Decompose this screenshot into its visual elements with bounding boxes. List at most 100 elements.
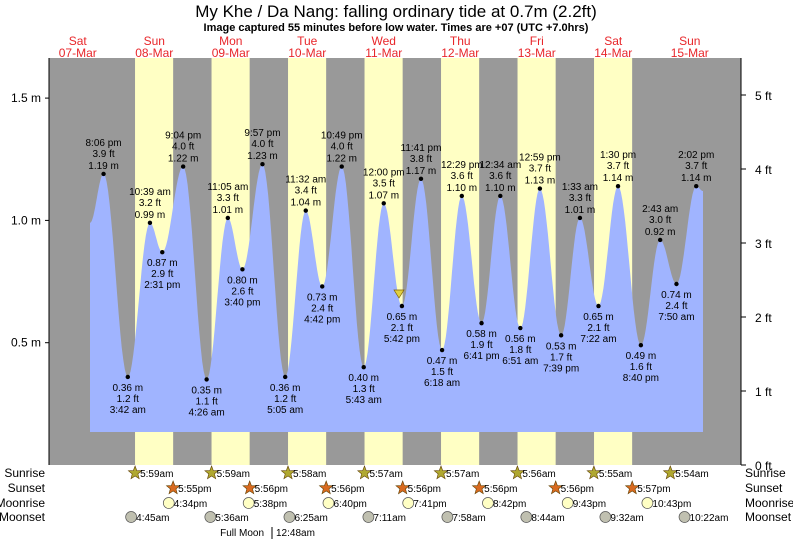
day-date: 15-Mar: [671, 46, 709, 60]
tide-point: [339, 164, 344, 169]
day-date: 08-Mar: [135, 46, 173, 60]
sunset-time: 5:56pm: [561, 484, 594, 495]
tide-label-m: 1.10 m: [447, 183, 478, 194]
tide-label-ft: 2.9 ft: [151, 269, 173, 280]
moonrise-icon: [641, 497, 654, 509]
tide-label-ft: 1.6 ft: [630, 362, 652, 373]
tide-label-m: 0.80 m: [227, 275, 258, 286]
day-labels: Sat07-MarSun08-MarMon09-MarTue10-MarWed1…: [59, 34, 709, 60]
moonrise-time: 10:43pm: [652, 499, 691, 510]
sunrise-time: 5:56am: [522, 469, 555, 480]
tide-points: 8:06 pm3.9 ft1.19 m0.36 m1.2 ft3:42 am10…: [85, 128, 714, 418]
day-name: Tue: [297, 34, 318, 48]
sunset-time: 5:57pm: [637, 484, 670, 495]
tide-point: [225, 215, 231, 221]
tide-label-ft: 2.4 ft: [311, 303, 333, 314]
tide-label-time: 9:57 pm: [244, 128, 280, 139]
tide-point: [596, 303, 601, 309]
moonset-icon: [520, 511, 533, 523]
day-date: 09-Mar: [212, 46, 250, 60]
moonset-time: 6:25am: [294, 513, 327, 524]
sunrise-icon: [356, 465, 372, 480]
moonset-time: 10:22am: [690, 513, 729, 524]
sunrise-icon: [662, 465, 678, 480]
sunrise-icon: [586, 465, 602, 480]
sunrise-time: 5:57am: [446, 469, 479, 480]
tide-label-m: 1.10 m: [485, 183, 516, 194]
tide-point: [577, 215, 583, 221]
tide-label-m: 1.01 m: [565, 205, 596, 216]
tide-label-m: 0.65 m: [583, 312, 614, 323]
row-label-left: Moonrise: [0, 496, 45, 510]
tide-label-m: 0.36 m: [113, 383, 144, 394]
tide-point: [320, 284, 325, 289]
tide-label-time: 5:42 pm: [384, 334, 420, 345]
sunset-time: 5:55pm: [178, 484, 211, 495]
moonset-icon: [441, 511, 454, 523]
tide-point: [283, 374, 288, 380]
tide-label-m: 0.92 m: [645, 227, 676, 238]
tide-label-ft: 3.7 ft: [685, 161, 707, 172]
tide-label-time: 3:42 am: [110, 405, 146, 416]
tide-label-ft: 3.3 ft: [569, 193, 591, 204]
tide-label-ft: 1.8 ft: [509, 345, 531, 356]
tide-label-m: 0.87 m: [147, 258, 178, 269]
tide-label-time: 11:32 am: [285, 175, 326, 186]
day-date: 14-Mar: [594, 46, 632, 60]
row-label-right: Moonrise: [745, 496, 793, 510]
day-name: Sun: [679, 34, 700, 48]
sunset-time: 5:56pm: [255, 484, 288, 495]
moonset-time: 9:32am: [610, 513, 643, 524]
tide-label-ft: 1.5 ft: [431, 367, 453, 378]
tide-label-m: 1.01 m: [213, 205, 244, 216]
tide-label-m: 1.22 m: [168, 154, 199, 165]
moonset-time: 8:44am: [531, 513, 564, 524]
tide-point: [459, 193, 464, 199]
sunrise-time: 5:59am: [217, 469, 250, 480]
moonset-icon: [283, 511, 296, 523]
sunrise-icon: [127, 465, 143, 480]
tide-label-m: 1.14 m: [603, 173, 634, 184]
tide-point: [537, 186, 543, 191]
sunrise-time: 5:58am: [293, 469, 326, 480]
moonset-time: 5:36am: [215, 513, 248, 524]
right-tick-label: 3 ft: [755, 237, 772, 251]
moonset-icon: [599, 511, 612, 523]
row-label-right: Sunrise: [745, 466, 786, 480]
moonrise-time: 8:42pm: [493, 499, 526, 510]
tide-label-time: 6:41 pm: [463, 351, 499, 362]
tide-point: [147, 220, 153, 226]
moonrise-icon: [162, 497, 175, 509]
left-tick-label: 1.0 m: [11, 213, 41, 227]
tide-point: [558, 333, 564, 338]
tide-point: [361, 364, 366, 370]
tide-label-ft: 3.8 ft: [410, 154, 432, 165]
sunrise-time: 5:54am: [675, 469, 708, 480]
moonrise-time: 7:41pm: [413, 499, 446, 510]
tide-point: [180, 164, 186, 169]
tide-label-m: 1.22 m: [326, 154, 357, 165]
tide-label-time: 3:40 pm: [224, 297, 260, 308]
moonset-time: 7:58am: [452, 513, 485, 524]
tide-label-time: 8:40 pm: [623, 373, 659, 384]
tide-point: [439, 347, 445, 353]
tide-label-ft: 2.4 ft: [665, 301, 687, 312]
tide-label-ft: 3.7 ft: [529, 164, 551, 175]
tide-label-ft: 1.3 ft: [353, 384, 375, 395]
tide-label-m: 0.56 m: [505, 334, 536, 345]
row-label-left: Sunrise: [4, 466, 45, 480]
tide-label-m: 0.47 m: [427, 356, 458, 367]
tide-point: [101, 171, 106, 177]
tide-label-ft: 1.2 ft: [274, 394, 296, 405]
axes: 0.5 m 1.0 m 1.5 m 0 ft 1 ft 2 ft 3 ft 4 ft 5 ft: [11, 58, 772, 473]
day-name: Thu: [450, 34, 471, 48]
tide-label-time: 5:05 am: [267, 405, 303, 416]
full-moon-label: Full Moon: [220, 528, 264, 539]
tide-label-ft: 4.0 ft: [331, 142, 353, 153]
tide-label-time: 1:30 pm: [600, 150, 636, 161]
day-name: Sat: [604, 34, 623, 48]
tide-label-m: 1.07 m: [368, 190, 399, 201]
tide-label-ft: 3.2 ft: [139, 198, 161, 209]
